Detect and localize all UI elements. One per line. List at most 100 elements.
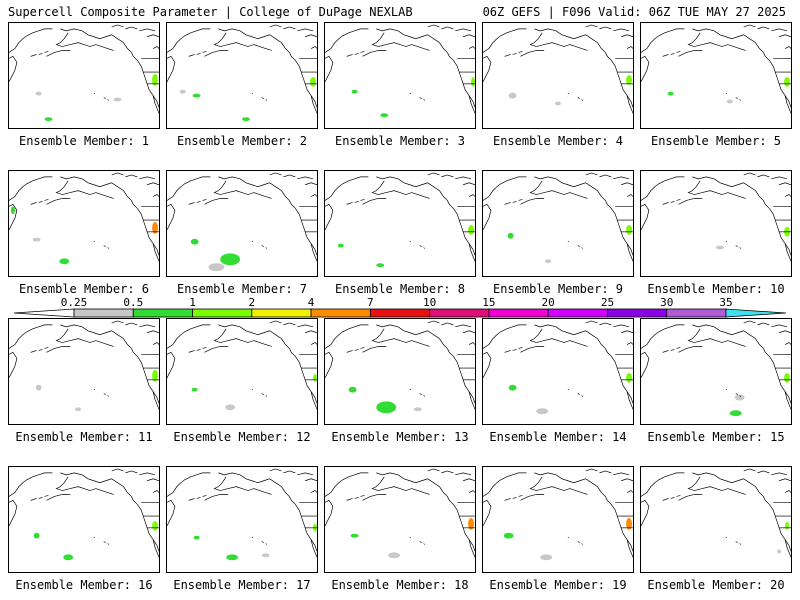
coastline xyxy=(567,389,583,397)
colorbar-segment xyxy=(429,308,490,318)
coastline xyxy=(687,328,746,347)
coastline xyxy=(743,468,791,482)
coastline xyxy=(362,494,387,501)
coastline xyxy=(275,186,317,256)
member-label-13: Ensemble Member: 13 xyxy=(331,430,469,444)
member-label-1: Ensemble Member: 1 xyxy=(18,134,150,148)
map-panel-member-13 xyxy=(324,318,476,425)
coastline xyxy=(310,46,317,49)
coastline xyxy=(376,324,434,336)
scp-contour-low xyxy=(726,99,733,104)
scp-contour-low xyxy=(734,394,745,401)
member-label-9: Ensemble Member: 9 xyxy=(492,282,624,296)
map-panel-member-16 xyxy=(8,466,160,573)
colorbar-left-arrow xyxy=(13,308,75,318)
coastline xyxy=(55,476,114,495)
scp-contour-mid xyxy=(507,232,514,239)
coastline xyxy=(433,38,475,108)
coastline xyxy=(591,186,633,256)
colorbar-tick-label: 15 xyxy=(482,296,495,309)
coastline xyxy=(641,351,650,379)
member-label-5: Ensemble Member: 5 xyxy=(650,134,782,148)
scp-contour-low xyxy=(540,554,553,561)
scp-contour-high xyxy=(626,224,633,235)
coastline xyxy=(662,495,681,501)
coastline xyxy=(152,391,159,410)
map-panel-member-17 xyxy=(166,466,318,573)
coastline xyxy=(111,468,159,482)
coastline xyxy=(213,180,272,199)
coastline xyxy=(188,199,207,205)
map-panel-member-20 xyxy=(640,466,792,573)
coastline xyxy=(325,324,369,349)
coastline xyxy=(483,499,492,527)
map-svg xyxy=(483,172,633,264)
member-label-18: Ensemble Member: 18 xyxy=(331,578,469,592)
coastline xyxy=(743,320,791,334)
coastline xyxy=(9,55,18,83)
coastline xyxy=(678,50,703,57)
coastline xyxy=(371,328,430,347)
coastline xyxy=(9,176,53,201)
coastline xyxy=(504,199,523,205)
coastline xyxy=(55,180,114,199)
scp-contour-low xyxy=(113,97,122,102)
member-label-17: Ensemble Member: 17 xyxy=(173,578,311,592)
coastline xyxy=(9,499,18,527)
scp-contour-low xyxy=(716,245,724,250)
map-panel-member-11 xyxy=(8,318,160,425)
coastline xyxy=(325,28,369,53)
coastline xyxy=(204,198,229,205)
scp-contour-low xyxy=(208,263,225,272)
coastline xyxy=(534,176,592,188)
coastline xyxy=(585,320,633,334)
map-svg xyxy=(9,24,159,122)
coastline xyxy=(9,203,18,231)
colorbar-segment xyxy=(607,308,668,318)
coastline xyxy=(152,243,159,262)
map-title: Supercell Composite Parameter | College … xyxy=(8,5,413,19)
coastline xyxy=(167,472,211,497)
coastline xyxy=(269,24,317,38)
coastline xyxy=(784,46,791,49)
coastline xyxy=(749,38,791,108)
coastline xyxy=(529,476,588,495)
scp-contour-low xyxy=(225,404,236,411)
scp-contour-low xyxy=(545,259,552,264)
coastline xyxy=(678,346,703,353)
coastline xyxy=(55,32,114,51)
colorbar-tick-label: 1 xyxy=(189,296,196,309)
scp-contour-low xyxy=(388,552,400,559)
scp-contour-mid xyxy=(350,533,359,538)
coastline xyxy=(218,324,276,336)
coastline xyxy=(626,490,633,493)
coastline xyxy=(427,172,475,186)
coastline xyxy=(310,95,317,114)
coastline xyxy=(346,51,365,57)
coastline xyxy=(567,537,583,545)
member-label-14: Ensemble Member: 14 xyxy=(489,430,627,444)
coastline xyxy=(188,51,207,57)
scp-contour-low xyxy=(75,407,82,412)
coastline xyxy=(743,172,791,186)
run-info: 06Z GEFS | F096 Valid: 06Z TUE MAY 27 20… xyxy=(482,5,786,19)
scp-contour-mid xyxy=(376,401,397,414)
coastline xyxy=(529,328,588,347)
coastline xyxy=(310,490,317,493)
coastline xyxy=(626,342,633,345)
coastline xyxy=(46,198,71,205)
colorbar-tick-label: 35 xyxy=(719,296,732,309)
coastline xyxy=(626,194,633,197)
coastline xyxy=(362,198,387,205)
coastline xyxy=(427,468,475,482)
coastline xyxy=(275,334,317,404)
coastline xyxy=(483,351,492,379)
coastline xyxy=(468,539,475,558)
member-label-16: Ensemble Member: 16 xyxy=(15,578,153,592)
coastline xyxy=(376,28,434,40)
scp-contour-high xyxy=(310,76,317,87)
coastline xyxy=(591,334,633,404)
coastline xyxy=(204,50,229,57)
scp-contour-mid xyxy=(376,263,385,268)
coastline xyxy=(743,24,791,38)
